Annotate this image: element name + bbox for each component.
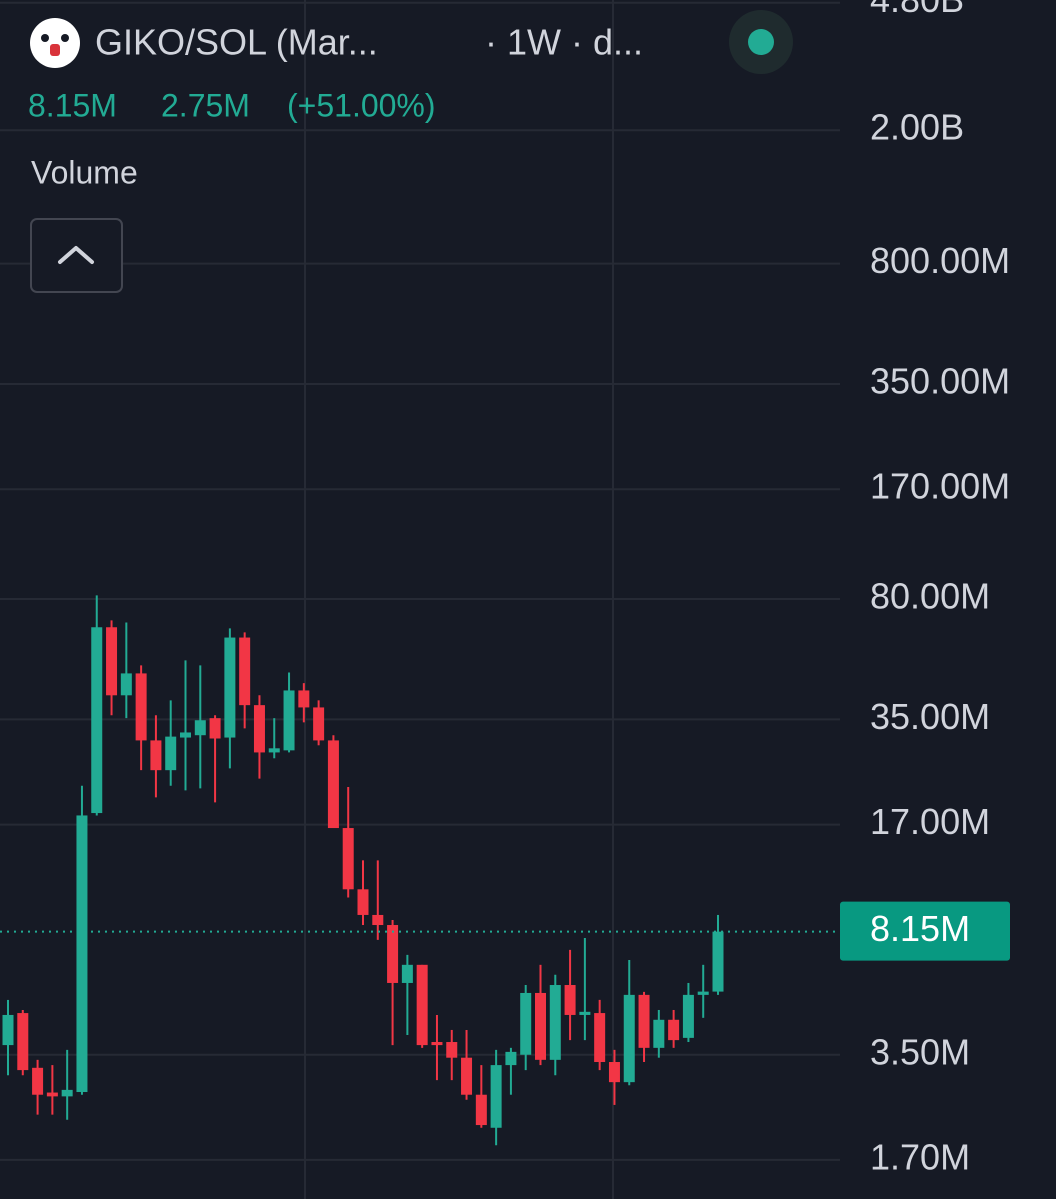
y-tick-label: 170.00M bbox=[870, 466, 1010, 507]
symbol-title[interactable]: GIKO/SOL (Mar... bbox=[95, 22, 378, 63]
symbol-icon bbox=[30, 18, 80, 68]
interval-label[interactable]: · 1W · d... bbox=[485, 22, 643, 63]
candle-body bbox=[32, 1067, 44, 1095]
candle-body bbox=[135, 673, 147, 741]
collapse-chevron bbox=[58, 246, 94, 264]
candle-body bbox=[283, 690, 295, 751]
y-tick-label: 2.00B bbox=[870, 107, 964, 148]
candle-body bbox=[520, 992, 532, 1055]
y-tick-label: 1.70M bbox=[870, 1136, 970, 1177]
candle-body bbox=[268, 748, 280, 753]
candle-body bbox=[17, 1013, 29, 1071]
y-tick-label: 4.80B bbox=[870, 0, 964, 20]
icon-eye bbox=[61, 34, 69, 42]
y-tick-label: 17.00M bbox=[870, 801, 990, 842]
y-tick-label: 35.00M bbox=[870, 696, 990, 737]
candle-body bbox=[298, 690, 310, 708]
candle-body bbox=[712, 931, 724, 992]
candle-body bbox=[594, 1013, 606, 1063]
candle-body bbox=[416, 964, 428, 1046]
candle-body bbox=[387, 925, 399, 983]
candle-body bbox=[446, 1042, 458, 1058]
candle-body bbox=[579, 1011, 591, 1015]
candle-body bbox=[120, 673, 132, 696]
y-tick-label: 3.50M bbox=[870, 1031, 970, 1072]
y-tick-label: 80.00M bbox=[870, 576, 990, 617]
candle-body bbox=[653, 1019, 665, 1048]
candle-body bbox=[564, 985, 576, 1015]
y-tick-label: 350.00M bbox=[870, 361, 1010, 402]
candle-body bbox=[150, 740, 162, 771]
status-dot bbox=[748, 29, 774, 55]
candle-body bbox=[46, 1092, 58, 1097]
candle-body bbox=[475, 1094, 487, 1126]
candle-body bbox=[209, 718, 221, 739]
candle-body bbox=[239, 637, 251, 706]
candle-body bbox=[697, 991, 709, 995]
candle-body bbox=[342, 828, 354, 890]
candle-body bbox=[549, 985, 561, 1060]
pane-label: Volume bbox=[31, 154, 138, 190]
y-tick-label: 800.00M bbox=[870, 240, 1010, 281]
last-price-badge bbox=[840, 901, 1010, 961]
last-value: 8.15M bbox=[28, 87, 117, 123]
candle-body bbox=[165, 736, 177, 771]
candle-body bbox=[224, 637, 236, 738]
overlay: 4.80B 2.00B 800.00M 350.00M 170.00M 80.00M 35.… bbox=[0, 0, 1010, 1177]
candle-body bbox=[431, 1042, 443, 1046]
icon-mouth bbox=[50, 44, 60, 56]
change-value: 2.75M bbox=[161, 87, 250, 123]
last-price-label: 8.15M bbox=[870, 908, 970, 949]
candle-body bbox=[668, 1019, 680, 1041]
candle-body bbox=[327, 740, 339, 829]
candle-body bbox=[61, 1089, 73, 1097]
candle-body bbox=[461, 1057, 473, 1095]
collapse-button[interactable] bbox=[30, 218, 123, 293]
candle-body bbox=[253, 705, 265, 753]
change-percent: (+51.00%) bbox=[287, 87, 436, 123]
candle-body bbox=[682, 994, 694, 1038]
candles bbox=[2, 595, 724, 1146]
candle-body bbox=[372, 914, 384, 926]
candle-body bbox=[535, 992, 546, 1060]
candle-body bbox=[313, 707, 325, 741]
candle-body bbox=[106, 627, 118, 696]
candle-body bbox=[623, 994, 635, 1083]
candle-body bbox=[76, 815, 88, 1093]
candle-body bbox=[401, 964, 413, 983]
candle-body bbox=[638, 994, 650, 1048]
candle-body bbox=[194, 720, 206, 736]
candle-body bbox=[505, 1051, 517, 1066]
candle-body bbox=[91, 627, 103, 814]
candle-body bbox=[490, 1065, 502, 1128]
candle-body bbox=[608, 1062, 620, 1083]
header: GIKO/SOL (Mar... · 1W · d... 8.15M 2.75M… bbox=[28, 10, 793, 293]
candle-body bbox=[357, 889, 369, 915]
icon-eye bbox=[41, 34, 49, 42]
candle-body bbox=[2, 1014, 14, 1046]
candle-body bbox=[180, 732, 191, 738]
